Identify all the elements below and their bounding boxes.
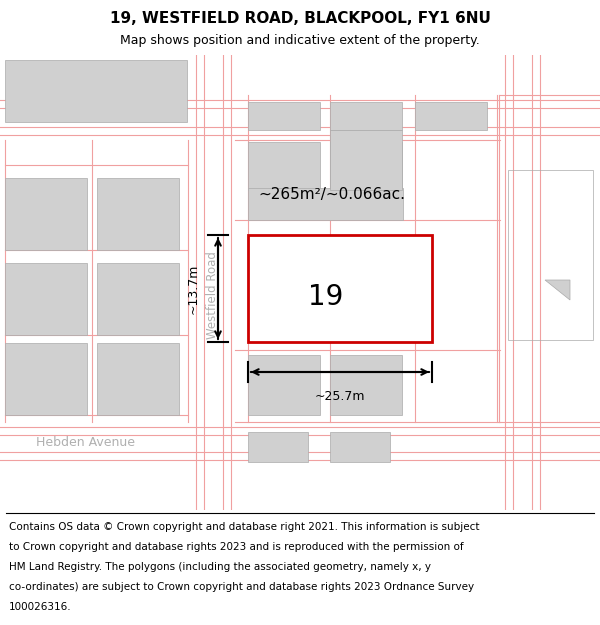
Bar xyxy=(0,422,600,465)
Text: ~13.7m: ~13.7m xyxy=(187,263,200,314)
Bar xyxy=(248,432,308,462)
Bar xyxy=(330,432,390,462)
Text: 19, WESTFIELD ROAD, BLACKPOOL, FY1 6NU: 19, WESTFIELD ROAD, BLACKPOOL, FY1 6NU xyxy=(110,11,490,26)
Bar xyxy=(330,355,402,415)
Bar xyxy=(330,130,402,190)
Text: co-ordinates) are subject to Crown copyright and database rights 2023 Ordnance S: co-ordinates) are subject to Crown copyr… xyxy=(9,582,474,592)
Bar xyxy=(248,102,320,130)
Bar xyxy=(192,55,235,510)
Bar xyxy=(500,55,545,510)
Bar xyxy=(248,235,432,342)
Text: ~265m²/~0.066ac.: ~265m²/~0.066ac. xyxy=(258,188,405,202)
Text: HM Land Registry. The polygons (including the associated geometry, namely x, y: HM Land Registry. The polygons (includin… xyxy=(9,562,431,572)
Text: 100026316.: 100026316. xyxy=(9,602,71,612)
Text: Map shows position and indicative extent of the property.: Map shows position and indicative extent… xyxy=(120,34,480,47)
Bar xyxy=(5,178,87,250)
Polygon shape xyxy=(0,422,192,465)
Bar xyxy=(330,102,402,130)
Bar xyxy=(5,343,87,415)
Bar xyxy=(97,263,179,335)
Bar xyxy=(508,170,593,340)
Bar xyxy=(5,263,87,335)
Text: ~25.7m: ~25.7m xyxy=(315,390,365,403)
Bar xyxy=(0,95,600,140)
Text: Hebden Avenue: Hebden Avenue xyxy=(35,436,134,449)
Bar xyxy=(97,343,179,415)
Bar xyxy=(5,60,187,122)
Bar xyxy=(97,178,179,250)
Polygon shape xyxy=(545,280,570,300)
Bar xyxy=(330,142,402,190)
Bar xyxy=(415,102,487,130)
Text: Contains OS data © Crown copyright and database right 2021. This information is : Contains OS data © Crown copyright and d… xyxy=(9,521,479,531)
Bar xyxy=(248,142,320,190)
Bar xyxy=(248,188,403,220)
Text: to Crown copyright and database rights 2023 and is reproduced with the permissio: to Crown copyright and database rights 2… xyxy=(9,542,464,552)
Text: 19: 19 xyxy=(308,283,343,311)
Bar xyxy=(248,355,320,415)
Text: Westfield Road: Westfield Road xyxy=(206,251,220,339)
